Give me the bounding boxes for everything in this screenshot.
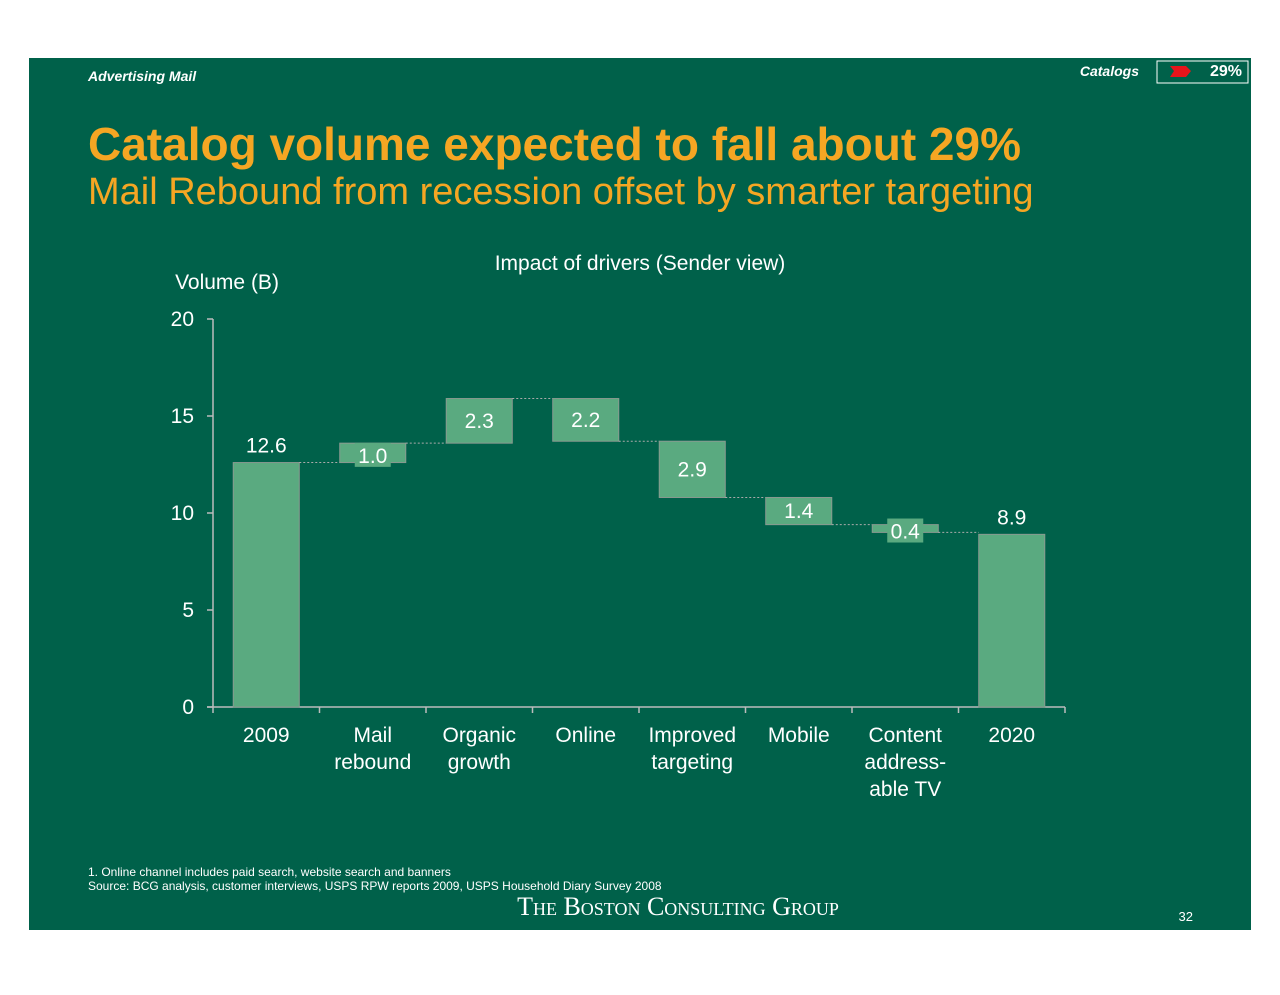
value-label: 12.6 (246, 435, 287, 458)
bar (552, 398, 620, 442)
y-tick-label: 15 (171, 405, 194, 428)
y-axis-label: Volume (B) (175, 271, 279, 294)
source: Source: BCG analysis, customer interview… (88, 879, 662, 893)
bar (765, 496, 833, 526)
x-tick-label: Mail rebound (334, 724, 411, 774)
footnote: 1. Online channel includes paid search, … (88, 865, 451, 879)
tag-arrow (1170, 66, 1191, 77)
x-tick-label: Mobile (768, 724, 830, 747)
y-tick-label: 20 (171, 308, 194, 331)
y-tick-label: 10 (171, 502, 194, 525)
chart: 0 5 10 15 20 12.6 1.0 2.3 2.2 2.9 1.4 0.4 8.9 2009 Mai… (171, 308, 1066, 801)
page-number: 32 (1179, 909, 1193, 924)
value-label: 2.2 (571, 409, 600, 432)
x-tick-label: Improved targeting (648, 724, 736, 774)
value-label: 8.9 (997, 506, 1026, 529)
chart-title: Impact of drivers (Sender view) (495, 252, 786, 275)
y-tick-label: 5 (182, 599, 194, 622)
value-label: 1.0 (358, 445, 387, 468)
bar (445, 398, 513, 444)
x-tick-label: 2020 (988, 724, 1035, 747)
value-label-box (354, 442, 391, 467)
tag-value: 29% (1210, 63, 1242, 80)
value-label: 2.3 (465, 410, 494, 433)
logo: The Boston Consulting Group (517, 892, 839, 921)
x-tick-label: Organic growth (442, 724, 516, 774)
value-label-box (887, 518, 924, 543)
value-label: 1.4 (784, 500, 814, 523)
value-label: 0.4 (891, 521, 921, 544)
bar (658, 440, 726, 498)
x-tick-label: Online (555, 724, 616, 747)
bar (978, 533, 1046, 708)
bar (232, 462, 300, 708)
value-label: 2.9 (678, 458, 707, 481)
x-tick-label: 2009 (243, 724, 290, 747)
x-tick-label: Content address-able TV (864, 724, 946, 801)
y-tick-label: 0 (182, 696, 194, 719)
slide-subtitle: Mail Rebound from recession offset by sm… (88, 171, 1034, 213)
section-label: Advertising Mail (87, 68, 197, 84)
tag-box (1156, 60, 1249, 84)
slide-title: Catalog volume expected to fall about 29… (88, 118, 1021, 170)
tag-label: Catalogs (1080, 63, 1139, 79)
slide-background (29, 58, 1251, 930)
